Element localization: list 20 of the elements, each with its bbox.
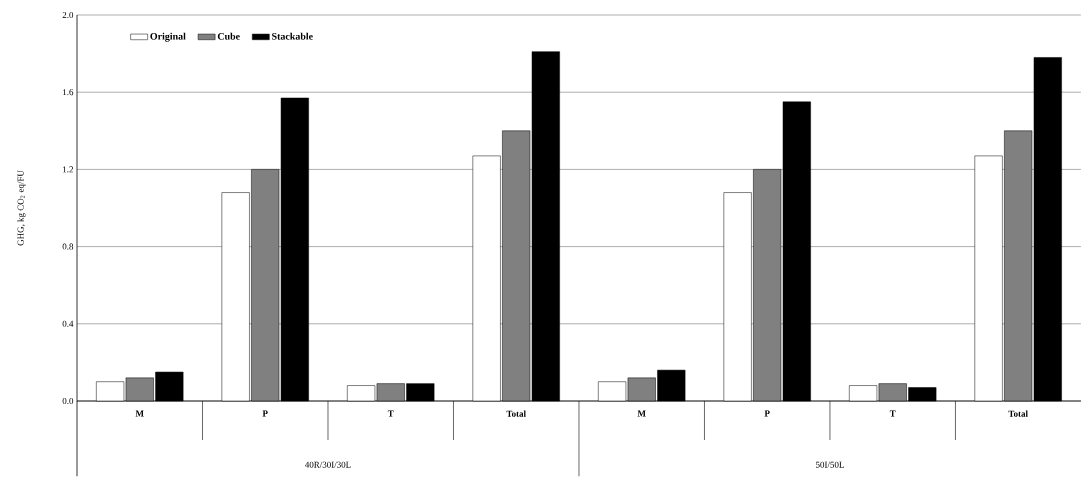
x-tick-label: M <box>135 410 144 417</box>
x-tick-label: P <box>764 410 770 417</box>
x-tick-label: P <box>262 410 268 417</box>
x-tick-label: Total <box>1008 410 1028 417</box>
x-tick-label: T <box>387 410 394 417</box>
legend-label: Stackable <box>272 32 313 40</box>
y-tick-label: 0.4 <box>62 320 74 327</box>
legend-label: Cube <box>217 32 240 40</box>
text: 40R/30I/30L <box>304 461 351 468</box>
y-tick-label: 0.8 <box>62 243 74 250</box>
y-tick-label: 1.2 <box>63 166 73 173</box>
legend-label: Original <box>150 32 186 42</box>
x-tick-label: M <box>637 410 646 417</box>
y-axis-title: GHG, kg CO$_{2}$ eq/FU <box>17 170 26 246</box>
y-tick-label: 0.0 <box>62 397 74 405</box>
text: 50I/50L <box>816 461 844 468</box>
x-tick-label: Total <box>506 410 526 417</box>
x-tick-label: T <box>889 410 896 417</box>
y-tick-label: 1.6 <box>63 89 74 96</box>
y-tick-label: 2.0 <box>62 11 74 19</box>
